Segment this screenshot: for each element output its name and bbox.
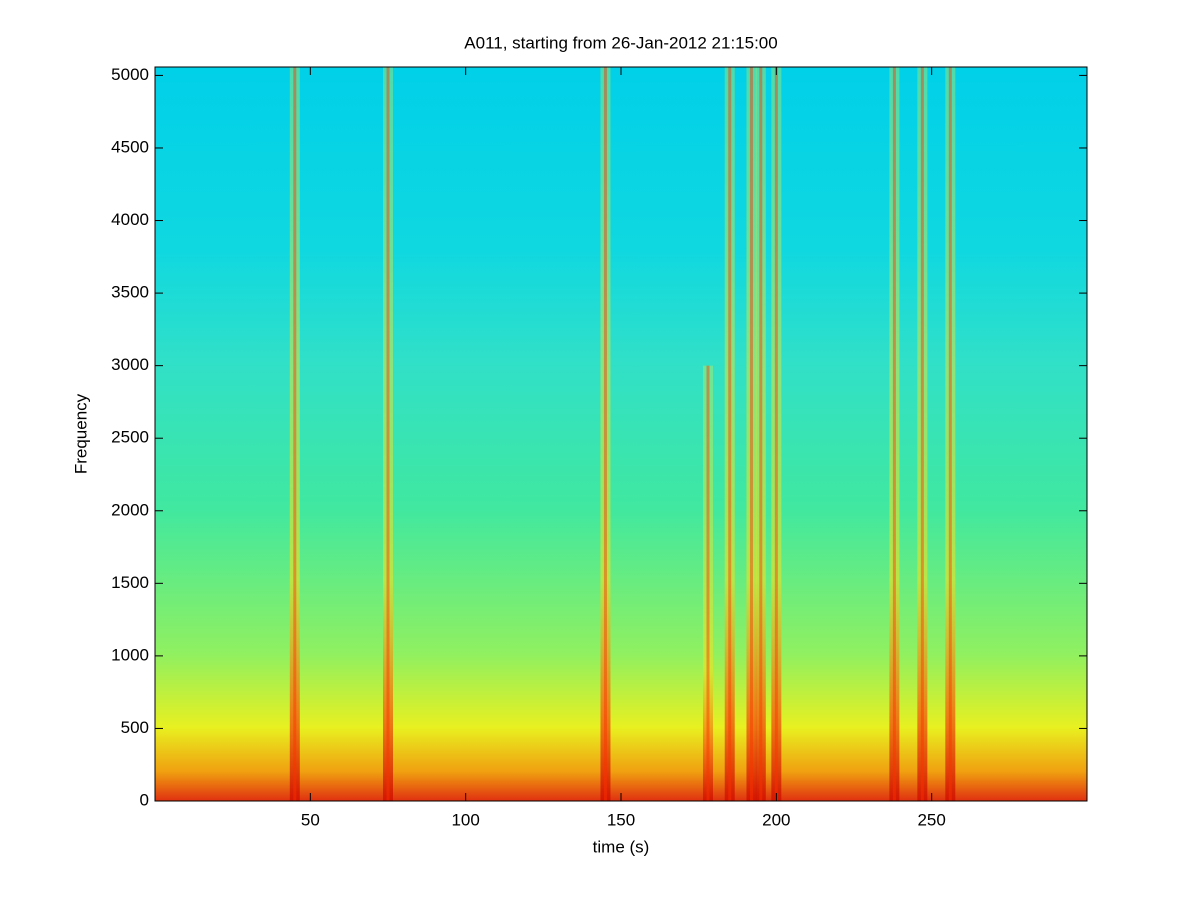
burst-core [293, 67, 297, 801]
burst [289, 67, 300, 801]
y-tick-label: 1500 [111, 573, 149, 592]
burst-core [892, 67, 896, 801]
burst [917, 67, 928, 801]
x-tick-label: 50 [301, 810, 320, 829]
burst [945, 67, 956, 801]
burst-core [728, 67, 732, 801]
y-axis-label: Frequency [71, 393, 90, 474]
y-tick-label: 4000 [111, 210, 149, 229]
y-tick-label: 3000 [111, 355, 149, 374]
burst-core [774, 67, 778, 801]
burst [755, 67, 766, 801]
burst [746, 67, 757, 801]
x-tick-label: 100 [451, 810, 479, 829]
burst-core [749, 67, 753, 801]
burst-core [706, 365, 710, 801]
y-tick-label: 3500 [111, 283, 149, 302]
burst [724, 67, 735, 801]
x-tick-label: 250 [917, 810, 945, 829]
y-tick-label: 1000 [111, 645, 149, 664]
burst [600, 67, 611, 801]
burst [702, 365, 713, 801]
burst-core [603, 67, 607, 801]
y-tick-label: 0 [140, 790, 149, 809]
burst [889, 67, 900, 801]
x-axis-label: time (s) [593, 837, 650, 856]
burst-core [386, 67, 390, 801]
burst-core [948, 67, 952, 801]
spectrogram-background [155, 67, 1087, 801]
burst [383, 67, 393, 801]
chart-title: A011, starting from 26-Jan-2012 21:15:00 [464, 33, 777, 52]
y-tick-label: 2500 [111, 428, 149, 447]
burst-core [759, 67, 763, 801]
x-tick-label: 200 [762, 810, 790, 829]
y-tick-label: 4500 [111, 137, 149, 156]
burst [771, 67, 782, 801]
x-tick-label: 150 [607, 810, 635, 829]
y-tick-label: 500 [121, 718, 149, 737]
burst-core [920, 67, 924, 801]
y-tick-label: 5000 [111, 65, 149, 84]
y-tick-label: 2000 [111, 500, 149, 519]
